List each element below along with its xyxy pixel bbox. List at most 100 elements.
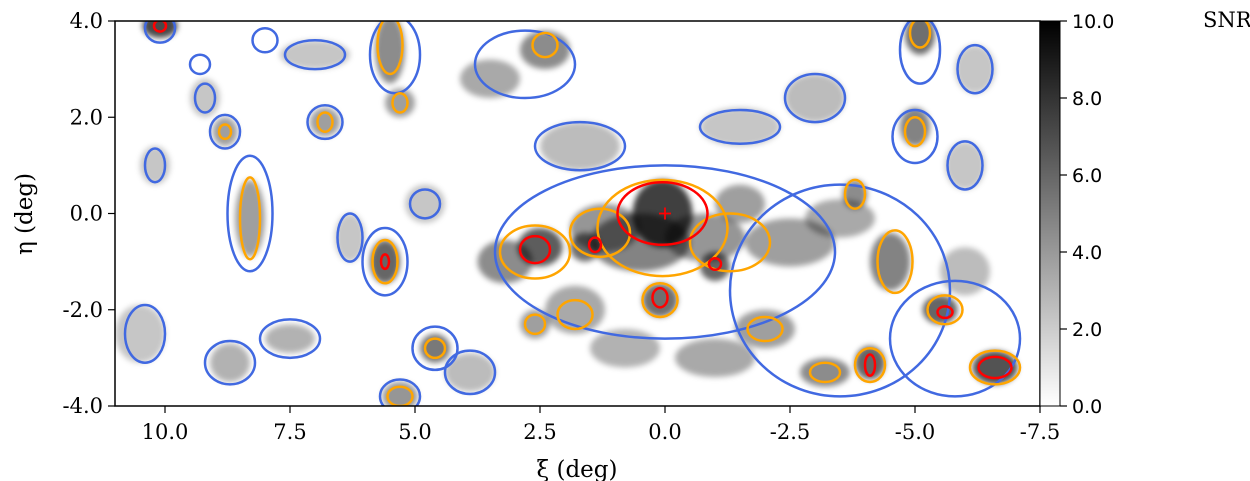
- contour-mid: [376, 21, 404, 76]
- heatmap-blob: [870, 232, 910, 291]
- x-axis-title: ξ (deg): [537, 457, 618, 481]
- y-tick-label: -2.0: [63, 298, 104, 322]
- x-axis-ticks: 10.0 7.5 5.0 2.5 0.0 -2.5 -5.0 -7.5: [142, 406, 1061, 444]
- heatmap-blob: [382, 381, 418, 406]
- contour-high: [152, 21, 168, 33]
- contour-high: [707, 257, 723, 272]
- center-marker: [659, 207, 671, 220]
- heatmap-blob: [805, 199, 875, 238]
- x-tick-label: -5.0: [895, 420, 936, 444]
- contours-high-snr: [152, 21, 1013, 380]
- heatmap-blob: [445, 353, 495, 392]
- x-tick-label: 10.0: [142, 420, 189, 444]
- heatmap-blob: [785, 73, 845, 123]
- contour-mid: [386, 385, 414, 406]
- x-tick-label: 2.5: [523, 420, 556, 444]
- colorbar-tick-label: 6.0: [1072, 165, 1102, 187]
- contour-mid: [238, 176, 262, 261]
- heatmap-blob: [905, 21, 935, 55]
- contour-low: [283, 39, 347, 71]
- heatmap-blob: [855, 345, 885, 380]
- contour-low: [143, 21, 177, 44]
- contour-low: [783, 72, 847, 124]
- heatmap-blob: [477, 239, 533, 284]
- contour-mid: [423, 337, 447, 360]
- contour-low: [336, 212, 364, 263]
- colorbar-ticks: 10.0 8.0 6.0 4.0 2.0 0.0: [1060, 11, 1114, 418]
- heatmap-blob: [460, 59, 520, 98]
- contour-low: [533, 120, 627, 172]
- colorbar-title: SNR: [1203, 8, 1250, 32]
- contour-low: [143, 147, 167, 184]
- contour-low: [306, 103, 344, 141]
- heatmap-blob: [642, 283, 678, 317]
- contours-low-snr: [123, 21, 1022, 406]
- heatmap-blob: [385, 88, 415, 118]
- heatmap-blob: [335, 213, 365, 262]
- contour-low: [411, 325, 459, 372]
- heatmap-blob: [210, 343, 250, 382]
- colorbar-tick-label: 0.0: [1072, 396, 1102, 418]
- heatmap-blob: [570, 232, 600, 262]
- x-tick-label: -7.5: [1020, 420, 1061, 444]
- contour-low: [888, 279, 1022, 398]
- heatmap-blob: [370, 239, 400, 284]
- contour-low: [946, 140, 984, 191]
- heatmap-blob: [675, 338, 755, 378]
- heatmap-blob: [142, 21, 178, 38]
- heatmap-blob: [900, 107, 930, 147]
- contour-low: [251, 26, 279, 54]
- contour-low: [473, 29, 577, 100]
- heatmap-blob: [800, 357, 850, 387]
- contour-mid: [596, 178, 729, 278]
- contour-high: [518, 234, 552, 265]
- contour-mid: [908, 21, 932, 49]
- contour-high: [587, 236, 603, 254]
- y-tick-label: 2.0: [70, 105, 103, 129]
- y-tick-label: 4.0: [70, 9, 103, 33]
- contour-mid: [853, 347, 887, 384]
- y-axis-ticks: 4.0 2.0 0.0 -2.0 -4.0: [63, 9, 115, 418]
- contour-low: [698, 108, 782, 145]
- contour-low: [956, 43, 994, 95]
- colorbar-tick-label: 4.0: [1072, 242, 1102, 264]
- contour-mid: [903, 116, 927, 148]
- contour-mid: [641, 282, 679, 319]
- contour-mid: [746, 315, 784, 343]
- heatmap-blob: [700, 107, 780, 147]
- contour-high: [379, 253, 391, 271]
- colorbar-tick-label: 8.0: [1072, 88, 1102, 110]
- colorbar: [1040, 21, 1060, 406]
- heatmap-blob: [265, 324, 315, 354]
- contour-low: [208, 113, 242, 150]
- heatmap-blob: [520, 30, 570, 70]
- contour-low: [368, 21, 422, 95]
- contour-low: [408, 188, 442, 220]
- colorbar-frame: [1039, 20, 1061, 407]
- contour-mid: [808, 361, 842, 384]
- contour-mid: [523, 313, 547, 336]
- contour-low: [203, 339, 257, 386]
- x-tick-label: 7.5: [273, 420, 306, 444]
- colorbar-tick-label: 10.0: [1072, 11, 1114, 33]
- colorbar-tick-label: 2.0: [1072, 319, 1102, 341]
- contours-mid-snr: [217, 21, 1022, 406]
- x-tick-label: 0.0: [648, 420, 681, 444]
- contour-mid: [568, 207, 632, 259]
- contour-mid: [391, 91, 409, 114]
- heatmap-blob: [715, 184, 765, 224]
- heatmap-blob: [955, 45, 995, 94]
- contour-high: [977, 355, 1013, 380]
- contour-mid: [843, 178, 867, 210]
- heatmap-blob: [540, 122, 620, 171]
- heatmap-blob: [212, 117, 238, 147]
- contour-low: [378, 378, 422, 406]
- contour-low: [258, 318, 322, 360]
- contour-low: [188, 53, 212, 76]
- x-tick-label: 5.0: [398, 420, 431, 444]
- contour-mid: [217, 123, 233, 141]
- contour-high: [616, 180, 709, 247]
- contour-mid: [688, 212, 772, 273]
- contour-mid: [968, 349, 1022, 386]
- contour-low: [443, 349, 497, 396]
